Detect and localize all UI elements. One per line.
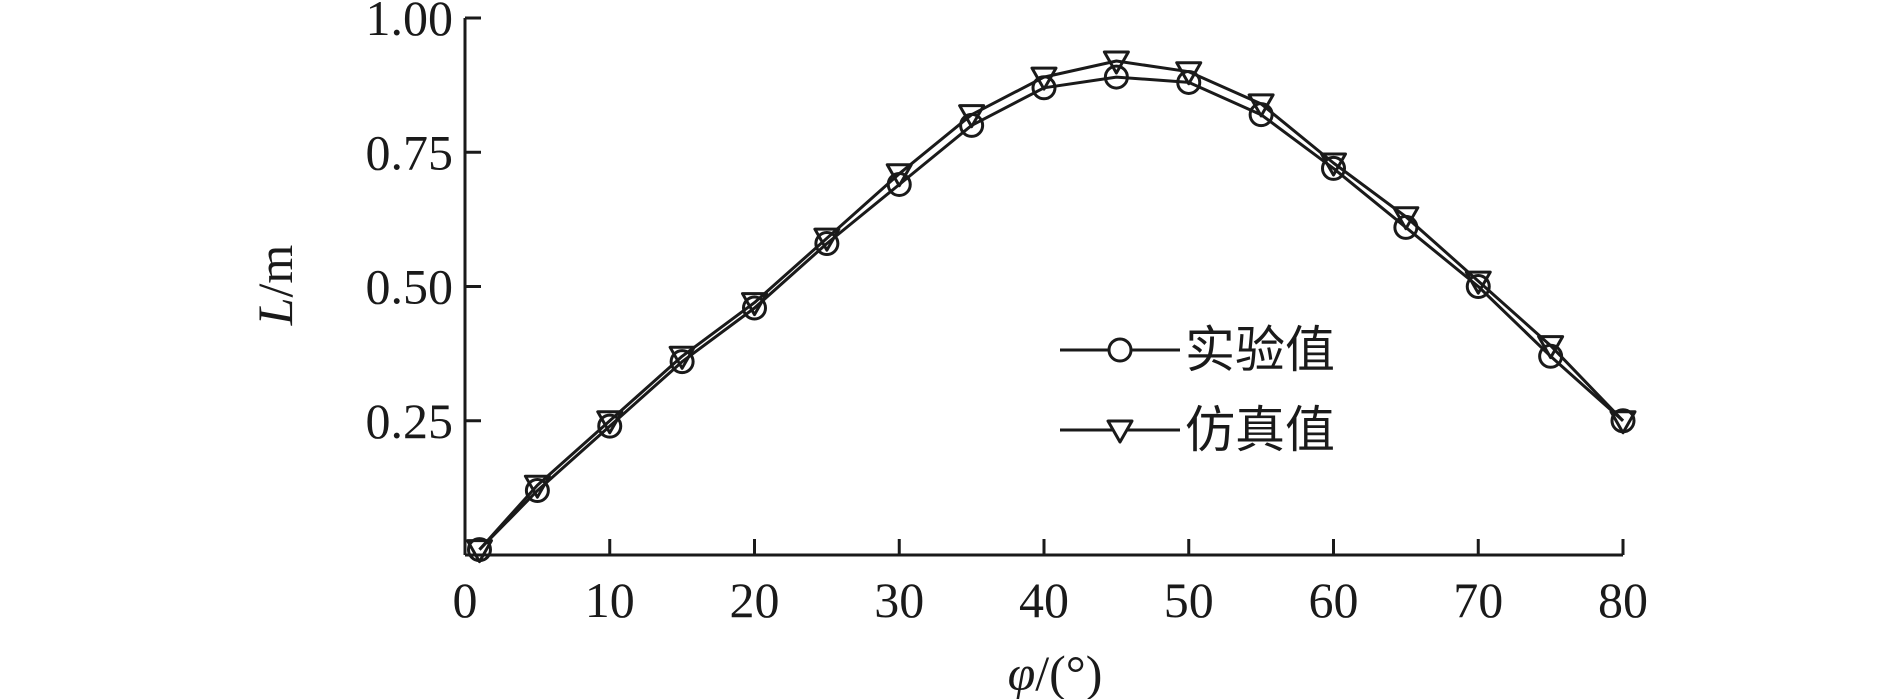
x-tick-label: 20 [730,572,780,628]
data-point-triangle [885,163,913,188]
x-tick-label: 80 [1598,572,1648,628]
series-experimental [466,64,1636,563]
data-point-triangle [1392,206,1420,231]
data-point-triangle [1464,270,1492,295]
x-tick-label: 30 [874,572,924,628]
data-point-circle [597,413,623,439]
data-point-circle [742,295,767,321]
data-point-circle [524,478,550,504]
y-ticks: 0.25 0.50 0.75 1.00 [366,0,481,449]
y-axis-unit: /m [247,245,303,298]
y-tick-label: 0.75 [366,124,454,180]
y-tick-label: 0.25 [366,393,454,449]
data-point-triangle [1320,152,1347,177]
series-line [478,75,1624,551]
x-tick-label: 50 [1164,572,1214,628]
x-tick-label: 60 [1309,572,1359,628]
x-tick-label: 0 [453,572,478,628]
data-point-triangle [958,104,986,129]
y-tick-label: 0.50 [366,259,454,315]
data-point-triangle [523,474,551,499]
series-line [478,59,1625,551]
data-point-triangle [465,539,493,564]
data-point-triangle [1175,61,1203,86]
x-tick-label: 70 [1453,572,1503,628]
data-point-triangle [1247,93,1275,118]
x-axis-label: φ/(°) [1008,645,1103,699]
y-tick-label: 1.00 [366,0,454,46]
legend-marker-triangle [1106,419,1134,444]
series-simulated [465,50,1637,564]
x-ticks: 0 10 20 30 40 50 60 70 80 [453,539,1648,628]
x-axis-symbol: φ [1008,645,1036,699]
legend-marker-circle [1107,337,1133,363]
data-point-triangle [741,292,768,317]
x-tick-label: 40 [1019,572,1069,628]
data-point-triangle [668,345,696,370]
data-point-circle [814,231,840,257]
x-axis-unit: /(°) [1035,645,1102,699]
data-point-circle [669,349,695,375]
data-point-triangle [1030,66,1058,91]
data-point-triangle [596,410,624,435]
y-axis-label: L/m [247,245,303,327]
data-point-triangle [1102,50,1130,75]
y-axis-symbol: L [247,297,303,326]
data-point-circle [1465,274,1491,299]
data-point-triangle [813,227,841,252]
series-layer [465,50,1637,564]
data-point-triangle [1537,335,1565,360]
legend: 实验值 仿真值 [1060,321,1335,459]
legend-label-simulated: 仿真值 [1185,401,1335,459]
x-tick-label: 10 [585,572,635,628]
data-point-triangle [1609,410,1637,435]
data-point-circle [1103,64,1129,90]
legend-item-simulated: 仿真值 [1060,401,1335,459]
legend-label-experimental: 实验值 [1185,321,1335,379]
data-point-circle [1321,155,1346,181]
legend-item-experimental: 实验值 [1060,321,1335,379]
